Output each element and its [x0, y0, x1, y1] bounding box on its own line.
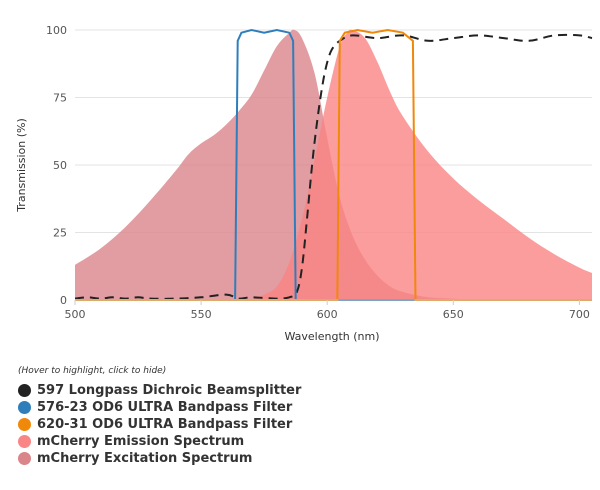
legend-label: mCherry Excitation Spectrum — [37, 451, 253, 466]
y-tick-label: 75 — [53, 92, 67, 105]
y-tick-label: 25 — [53, 227, 67, 240]
legend-item-576-bandpass[interactable]: 576-23 OD6 ULTRA Bandpass Filter — [18, 399, 301, 416]
x-tick-label: 650 — [443, 308, 464, 321]
y-tick-label: 50 — [53, 159, 67, 172]
legend-item-mcherry-excitation[interactable]: mCherry Excitation Spectrum — [18, 450, 301, 467]
y-tick-label: 100 — [46, 24, 67, 37]
series-line-576-23-od6-ultra-bandpass-filter — [75, 28, 592, 301]
legend-swatch — [18, 418, 31, 431]
axes: 0 25 50 75 100 500 550 600 650 700 — [46, 24, 592, 321]
legend-swatch — [18, 452, 31, 465]
legend-swatch — [18, 435, 31, 448]
legend-label: 597 Longpass Dichroic Beamsplitter — [37, 383, 302, 398]
legend-label: 576-23 OD6 ULTRA Bandpass Filter — [37, 400, 293, 415]
legend-hint: (Hover to highlight, click to hide) — [18, 366, 167, 376]
series-line-597-longpass-dichroic-beamsplitter — [74, 33, 593, 300]
y-axis-title: Transmission (%) — [15, 118, 28, 213]
series-area-mcherry-emission-spectrum — [251, 29, 592, 300]
x-tick-label: 600 — [317, 308, 338, 321]
legend-label: mCherry Emission Spectrum — [37, 434, 245, 449]
legend-item-mcherry-emission[interactable]: mCherry Emission Spectrum — [18, 433, 301, 450]
legend-label: 620-31 OD6 ULTRA Bandpass Filter — [37, 417, 293, 432]
x-tick-label: 550 — [191, 308, 212, 321]
x-tick-label: 700 — [569, 308, 590, 321]
series-layer — [74, 28, 593, 301]
legend-item-620-bandpass[interactable]: 620-31 OD6 ULTRA Bandpass Filter — [18, 416, 301, 433]
legend-item-longpass-dichroic[interactable]: 597 Longpass Dichroic Beamsplitter — [18, 382, 301, 399]
series-line-620-31-od6-ultra-bandpass-filter — [75, 28, 592, 301]
x-axis-title: Wavelength (nm) — [284, 330, 379, 343]
legend: (Hover to highlight, click to hide) 597 … — [18, 366, 301, 467]
legend-swatch — [18, 401, 31, 414]
spectra-chart: 0 25 50 75 100 500 550 600 650 700 Wavelength (nm… — [15, 24, 593, 343]
series-area-mcherry-excitation-spectrum — [75, 29, 592, 301]
y-tick-label: 0 — [60, 294, 67, 307]
legend-swatch — [18, 384, 31, 397]
x-tick-label: 500 — [65, 308, 86, 321]
